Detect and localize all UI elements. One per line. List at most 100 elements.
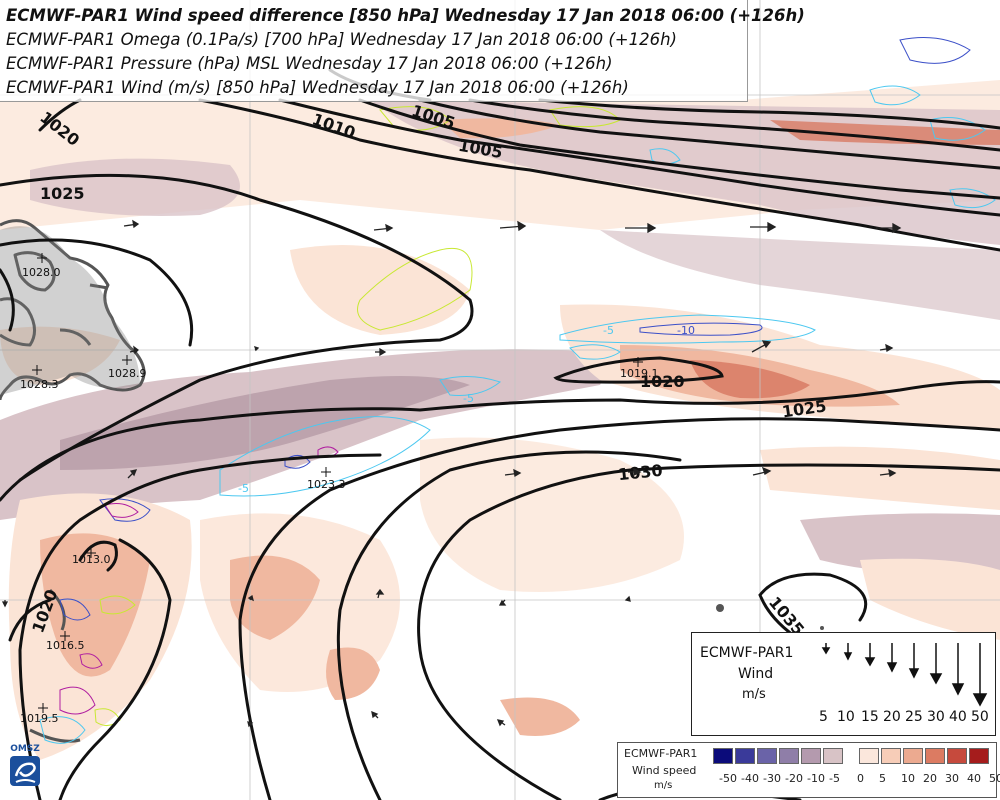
wind-legend-model: ECMWF-PAR1 (700, 645, 794, 661)
wind-arrow (499, 220, 527, 232)
omega-label: -5 (238, 482, 249, 495)
logo-text: OMSZ (10, 744, 40, 754)
scale-tick-label: -5 (829, 772, 840, 785)
omega-contour (899, 37, 971, 64)
svg-text:1023.3: 1023.3 (307, 478, 346, 491)
isobar-label: 1025 (40, 184, 85, 203)
wind-arrow (624, 595, 631, 602)
scale-tick-label: -30 (763, 772, 781, 785)
title-pressure: ECMWF-PAR1 Pressure (hPa) MSL Wednesday … (6, 54, 613, 73)
wind-arrow (751, 340, 772, 353)
pressure-centre: 1028.3 (20, 365, 59, 391)
wind-speed-label: 20 (883, 709, 901, 725)
wind-arrow (750, 221, 777, 233)
wind-arrow (247, 594, 254, 602)
wind-arrow (129, 345, 139, 355)
wind-arrow (498, 599, 507, 606)
scale-swatch-negative (823, 748, 843, 764)
omega-contour (219, 416, 431, 497)
legend-arrow (951, 643, 965, 696)
omega-contour (59, 598, 91, 621)
wind-legend-speeds: 5 10 15 20 25 30 40 50 (819, 709, 994, 727)
positive-difference-area (500, 697, 580, 736)
wind-legend-variable: Wind (738, 666, 774, 682)
omega-contour (104, 503, 139, 518)
omega-contour (949, 188, 996, 209)
isobar (238, 417, 1000, 800)
scale-tick-label: -50 (719, 772, 737, 785)
land-fill (0, 226, 140, 395)
omega-label: -5 (463, 392, 474, 405)
positive-difference-area (40, 533, 150, 677)
title-wind: ECMWF-PAR1 Wind (m/s) [850 hPa] Wednesda… (6, 78, 629, 97)
wind-legend-unit: m/s (742, 687, 766, 702)
isobar (758, 572, 868, 642)
scale-swatch-negative (757, 748, 777, 764)
isobar (336, 450, 682, 800)
scale-tick-label: -40 (741, 772, 759, 785)
isobar (278, 98, 1000, 217)
omega-contour (284, 455, 311, 469)
wind-arrow (628, 467, 642, 477)
scale-swatch-negative (801, 748, 821, 764)
legend-arrow (821, 643, 831, 655)
legend-arrow (929, 643, 943, 685)
title-omega: ECMWF-PAR1 Omega (0.1Pa/s) [700 hPa] Wed… (6, 30, 677, 49)
wind-arrow (373, 223, 394, 233)
svg-text:1028.3: 1028.3 (20, 378, 59, 391)
isobar (0, 238, 194, 347)
wind-arrow (496, 719, 506, 727)
wind-speed-label: 10 (837, 709, 855, 725)
positive-difference-area (860, 558, 1000, 640)
scale-swatch-negative (713, 748, 733, 764)
scale-tick-label: 30 (945, 772, 959, 785)
scale-swatch-positive (881, 748, 901, 764)
wind-arrow (879, 343, 894, 353)
scale-model: ECMWF-PAR1 (624, 747, 698, 760)
svg-text:1028.9: 1028.9 (108, 367, 147, 380)
scale-tick-label: 20 (923, 772, 937, 785)
pressure-centre: 1028.0 (22, 253, 61, 279)
wind-speed-label: 50 (971, 709, 989, 725)
scale-swatch-positive (969, 748, 989, 764)
wind-arrow (752, 466, 772, 476)
wind-speed-label: 30 (927, 709, 945, 725)
coast-detail (89, 283, 109, 290)
wind-speed-label: 25 (905, 709, 923, 725)
wind-speed-label: 15 (861, 709, 879, 725)
wind-arrow (375, 588, 385, 599)
wind-arrow (1, 600, 9, 608)
scale-tick-label: 0 (857, 772, 864, 785)
svg-text:1028.0: 1028.0 (22, 266, 61, 279)
legend-arrow (864, 643, 876, 667)
negative-difference-area (600, 230, 1000, 320)
scale-tick-label: -10 (807, 772, 825, 785)
omega-contour (569, 344, 621, 360)
omega-contour (639, 322, 763, 336)
omega-contour (929, 117, 986, 141)
omega-label: -5 (603, 324, 614, 337)
wind-speed-colour-scale: ECMWF-PAR1 Wind speed m/s -50 -40 -30 -20 -1… (617, 742, 1000, 798)
wind-arrow (127, 469, 138, 479)
positive-difference-area (420, 437, 684, 592)
isobar-label: 1020 (640, 372, 685, 391)
isobar (417, 463, 1000, 800)
wind-arrow (371, 710, 379, 719)
isobar (58, 538, 172, 800)
omega-contours (39, 37, 996, 744)
isobar (468, 98, 1000, 152)
scale-swatch-negative (779, 748, 799, 764)
legend-arrow (843, 643, 853, 661)
pressure-centre: 1023.3 (307, 467, 346, 491)
negative-difference-area (60, 376, 470, 470)
coast-detail (59, 328, 92, 346)
omega-contour (99, 595, 136, 615)
wind-arrow-legend: ECMWF-PAR1 Wind m/s 5 10 15 20 25 30 40 … (691, 632, 996, 736)
scale-unit: m/s (654, 780, 673, 791)
isobar (78, 540, 118, 572)
scale-swatch-positive (947, 748, 967, 764)
scale-tick-label: 40 (967, 772, 981, 785)
omega-contour (559, 314, 816, 344)
scale-swatch-positive (903, 748, 923, 764)
